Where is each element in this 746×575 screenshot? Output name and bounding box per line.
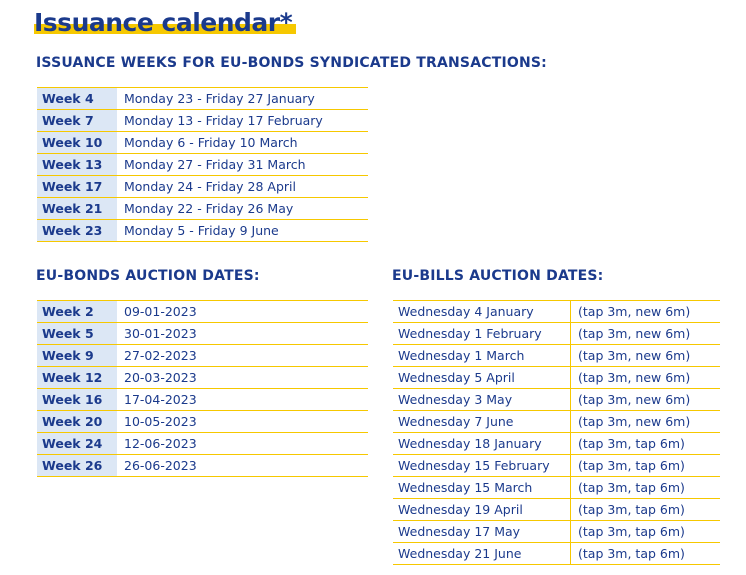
section-heading: EU-BILLS AUCTION DATES: [392, 268, 604, 284]
table-cell: (tap 3m, tap 6m) [570, 455, 720, 476]
title: Issuance calendar* [34, 8, 297, 37]
table-cell: Week 2 [37, 301, 117, 322]
table-row: Wednesday 3 May (tap 3m, new 6m) [393, 389, 720, 411]
table-cell: Monday 24 - Friday 28 April [124, 179, 296, 194]
table-cell: Week 20 [37, 411, 117, 432]
table-row: Wednesday 19 April (tap 3m, tap 6m) [393, 499, 720, 521]
table-row: Wednesday 17 May (tap 3m, tap 6m) [393, 521, 720, 543]
table-row: Wednesday 1 March (tap 3m, new 6m) [393, 345, 720, 367]
table-row: Week 5 30-01-2023 [37, 323, 368, 345]
table-cell: (tap 3m, new 6m) [570, 345, 720, 366]
table-cell: Week 23 [37, 220, 117, 241]
table-cell: (tap 3m, tap 6m) [570, 433, 720, 454]
table-cell: Week 21 [37, 198, 117, 219]
table-cell: Week 24 [37, 433, 117, 454]
table-row: Week 23 Monday 5 - Friday 9 June [37, 220, 368, 242]
table-cell: (tap 3m, new 6m) [570, 411, 720, 432]
table-row: Wednesday 7 June (tap 3m, new 6m) [393, 411, 720, 433]
table-cell: Wednesday 19 April [398, 502, 523, 517]
table-cell: (tap 3m, tap 6m) [570, 477, 720, 498]
table-cell: Wednesday 3 May [398, 392, 513, 407]
table-cell: 17-04-2023 [124, 392, 197, 407]
table-cell: Wednesday 1 March [398, 348, 525, 363]
table-cell: Monday 5 - Friday 9 June [124, 223, 279, 238]
table-row: Week 20 10-05-2023 [37, 411, 368, 433]
table-row: Wednesday 15 February (tap 3m, tap 6m) [393, 455, 720, 477]
table-cell: Week 26 [37, 455, 117, 476]
table-cell: (tap 3m, new 6m) [570, 367, 720, 388]
table-cell: (tap 3m, tap 6m) [570, 521, 720, 542]
table-cell: Wednesday 7 June [398, 414, 514, 429]
table-cell: Wednesday 21 June [398, 546, 522, 561]
table-cell: Wednesday 1 February [398, 326, 542, 341]
table-row: Week 9 27-02-2023 [37, 345, 368, 367]
table-row: Wednesday 1 February (tap 3m, new 6m) [393, 323, 720, 345]
table-row: Week 2 09-01-2023 [37, 301, 368, 323]
table-row: Week 16 17-04-2023 [37, 389, 368, 411]
table-cell: 27-02-2023 [124, 348, 197, 363]
table-row: Wednesday 21 June (tap 3m, tap 6m) [393, 543, 720, 565]
table-row: Week 24 12-06-2023 [37, 433, 368, 455]
table-row: Wednesday 15 March (tap 3m, tap 6m) [393, 477, 720, 499]
table-cell: (tap 3m, new 6m) [570, 389, 720, 410]
table-cell: Week 13 [37, 154, 117, 175]
table-cell: Wednesday 15 March [398, 480, 533, 495]
table-row: Wednesday 4 January (tap 3m, new 6m) [393, 301, 720, 323]
table: Week 2 09-01-2023 Week 5 30-01-2023 Week 9 27… [37, 300, 368, 477]
table-cell: Monday 22 - Friday 26 May [124, 201, 294, 216]
section-heading: ISSUANCE WEEKS FOR EU-BONDS SYNDICATED T… [36, 55, 547, 71]
table-row: Week 7 Monday 13 - Friday 17 February [37, 110, 368, 132]
table: Wednesday 4 January (tap 3m, new 6m) Wedne… [393, 300, 720, 565]
table-row: Week 21 Monday 22 - Friday 26 May [37, 198, 368, 220]
table-cell: 10-05-2023 [124, 414, 197, 429]
table: Week 4 Monday 23 - Friday 27 January Week … [37, 87, 368, 242]
table-cell: Week 9 [37, 345, 117, 366]
table-row: Week 17 Monday 24 - Friday 28 April [37, 176, 368, 198]
table-cell: (tap 3m, tap 6m) [570, 499, 720, 520]
table-cell: Week 12 [37, 367, 117, 388]
table-row: Week 4 Monday 23 - Friday 27 January [37, 88, 368, 110]
table-cell: (tap 3m, new 6m) [570, 323, 720, 344]
table-cell: Monday 13 - Friday 17 February [124, 113, 323, 128]
table-row: Week 26 26-06-2023 [37, 455, 368, 477]
table-cell: Monday 23 - Friday 27 January [124, 91, 315, 106]
table-cell: Wednesday 18 January [398, 436, 542, 451]
table-row: Wednesday 5 April (tap 3m, new 6m) [393, 367, 720, 389]
table-cell: Wednesday 5 April [398, 370, 515, 385]
table-cell: 20-03-2023 [124, 370, 197, 385]
table-cell: (tap 3m, tap 6m) [570, 543, 720, 564]
table-cell: 09-01-2023 [124, 304, 197, 319]
table-cell: Wednesday 17 May [398, 524, 521, 539]
table-cell: Monday 6 - Friday 10 March [124, 135, 298, 150]
table-cell: Wednesday 4 January [398, 304, 534, 319]
table-cell: 12-06-2023 [124, 436, 197, 451]
table-cell: Week 16 [37, 389, 117, 410]
table-cell: 30-01-2023 [124, 326, 197, 341]
table-cell: (tap 3m, new 6m) [570, 301, 720, 322]
table-cell: Monday 27 - Friday 31 March [124, 157, 306, 172]
table-row: Week 10 Monday 6 - Friday 10 March [37, 132, 368, 154]
table-row: Wednesday 18 January (tap 3m, tap 6m) [393, 433, 720, 455]
table-cell: Wednesday 15 February [398, 458, 550, 473]
table-row: Week 12 20-03-2023 [37, 367, 368, 389]
table-cell: 26-06-2023 [124, 458, 197, 473]
table-cell: Week 7 [37, 110, 117, 131]
table-cell: Week 4 [37, 88, 117, 109]
section-heading: EU-BONDS AUCTION DATES: [36, 268, 260, 284]
table-row: Week 13 Monday 27 - Friday 31 March [37, 154, 368, 176]
table-cell: Week 10 [37, 132, 117, 153]
table-cell: Week 17 [37, 176, 117, 197]
table-cell: Week 5 [37, 323, 117, 344]
